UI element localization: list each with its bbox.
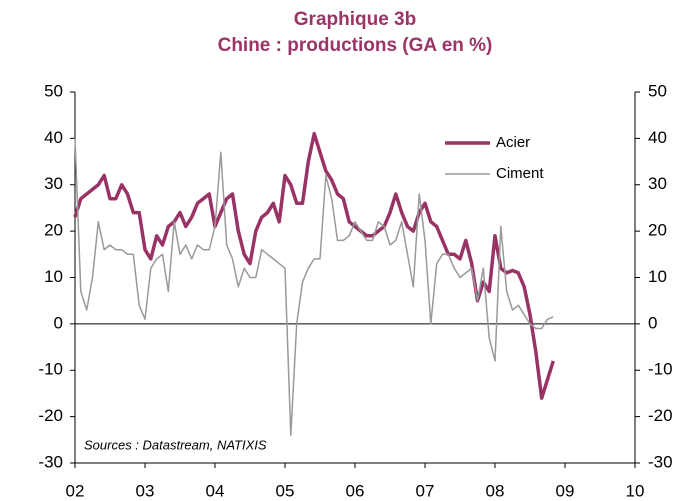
y2-tick-label: 20 bbox=[648, 221, 667, 240]
y-tick-label: -30 bbox=[38, 452, 63, 471]
y-tick-label: 40 bbox=[44, 128, 63, 147]
y-tick-label: 50 bbox=[44, 81, 63, 100]
x-tick-label: 07 bbox=[416, 481, 435, 500]
y2-tick-label: -10 bbox=[648, 360, 673, 379]
x-tick-label: 08 bbox=[486, 481, 505, 500]
x-tick-label: 10 bbox=[626, 481, 645, 500]
series-line bbox=[74, 138, 554, 436]
legend-label: Ciment bbox=[496, 165, 544, 182]
x-tick-label: 06 bbox=[346, 481, 365, 500]
x-tick-label: 04 bbox=[206, 481, 225, 500]
y-tick-label: -20 bbox=[38, 406, 63, 425]
x-tick-label: 05 bbox=[276, 481, 295, 500]
chart-title: Graphique 3b bbox=[294, 9, 416, 30]
y-tick-label: -10 bbox=[38, 360, 63, 379]
y-tick-label: 10 bbox=[44, 267, 63, 286]
x-tick-label: 03 bbox=[136, 481, 155, 500]
y2-tick-label: 10 bbox=[648, 267, 667, 286]
y2-tick-label: 30 bbox=[648, 174, 667, 193]
y2-tick-label: -20 bbox=[648, 406, 673, 425]
y-tick-label: 0 bbox=[54, 313, 63, 332]
annotation: Sources : Datastream, NATIXIS bbox=[84, 437, 267, 452]
y-tick-label: 30 bbox=[44, 174, 63, 193]
legend-label: Acier bbox=[496, 134, 530, 151]
y-tick-label: 20 bbox=[44, 221, 63, 240]
x-tick-label: 09 bbox=[556, 481, 575, 500]
y2-tick-label: 50 bbox=[648, 81, 667, 100]
chart-subtitle: Chine : productions (GA en %) bbox=[218, 35, 493, 56]
y2-tick-label: 40 bbox=[648, 128, 667, 147]
y2-tick-label: -30 bbox=[648, 452, 673, 471]
y2-tick-label: 0 bbox=[648, 313, 657, 332]
x-tick-label: 02 bbox=[66, 481, 85, 500]
